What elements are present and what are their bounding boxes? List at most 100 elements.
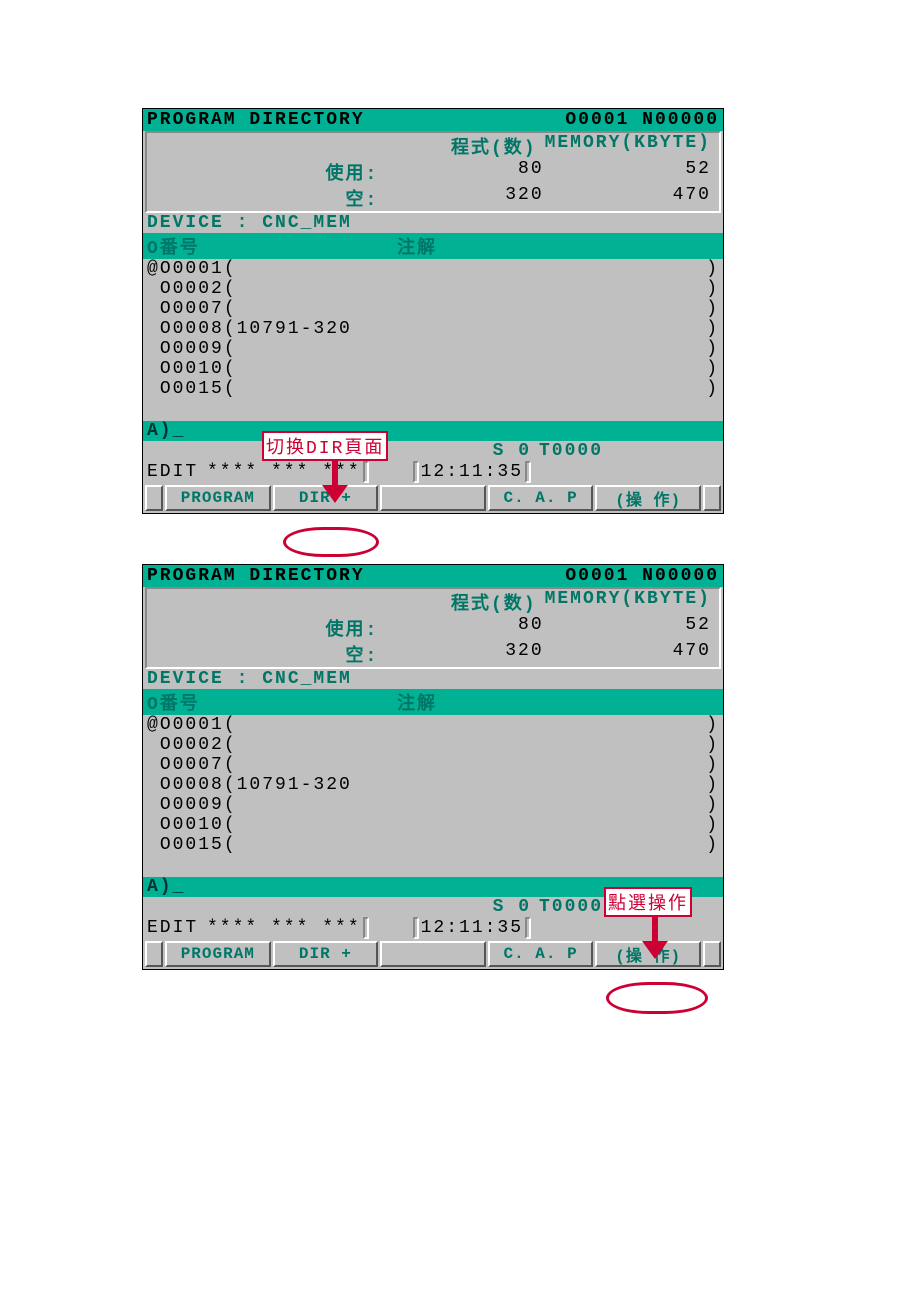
program-row[interactable]: O0010() <box>143 815 723 835</box>
program-number: O0002( <box>160 735 237 755</box>
sk-left-arrow[interactable] <box>145 941 163 967</box>
program-comment <box>237 755 707 775</box>
sk-dir[interactable]: DIR + <box>273 941 379 967</box>
s-value: S 0 <box>399 441 539 461</box>
program-number: O0008( <box>160 775 237 795</box>
free-prog: 320 <box>384 641 551 667</box>
used-mem: 52 <box>552 615 719 641</box>
program-row[interactable]: O0009() <box>143 795 723 815</box>
program-close-paren: ) <box>706 319 719 339</box>
program-comment: 10791-320 <box>237 319 707 339</box>
col-mem: MEMORY(KBYTE) <box>545 133 719 159</box>
clock: 12:11:35 <box>421 918 523 938</box>
program-comment <box>237 339 707 359</box>
device-line: DEVICE : CNC_MEM <box>143 213 723 233</box>
title-text: PROGRAM DIRECTORY <box>147 110 365 130</box>
program-comment <box>237 815 707 835</box>
program-number: O0002( <box>160 279 237 299</box>
sk-left-arrow[interactable] <box>145 485 163 511</box>
program-number: O0001( <box>160 715 237 735</box>
list-h2: 注解 <box>397 689 719 715</box>
device-line: DEVICE : CNC_MEM <box>143 669 723 689</box>
title-bar: PROGRAM DIRECTORY O0001 N00000 <box>143 109 723 131</box>
title-text: PROGRAM DIRECTORY <box>147 566 365 586</box>
program-mark <box>147 755 160 775</box>
program-close-paren: ) <box>706 379 719 399</box>
arrow-down-icon <box>320 455 350 505</box>
program-row[interactable]: O0002() <box>143 735 723 755</box>
program-mark: @ <box>147 715 160 735</box>
program-close-paren: ) <box>706 279 719 299</box>
program-row[interactable]: O0015() <box>143 379 723 399</box>
col-prog: 程式(数) <box>381 133 545 159</box>
program-close-paren: ) <box>706 755 719 775</box>
list-h1: O番号 <box>147 689 397 715</box>
program-number: O0007( <box>160 299 237 319</box>
sk-right-arrow[interactable] <box>703 485 721 511</box>
program-mark <box>147 279 160 299</box>
list-header: O番号 注解 <box>143 689 723 715</box>
sk-blank-1[interactable] <box>380 941 486 967</box>
mode-row: EDIT **** *** *** 12:11:35 <box>143 917 723 939</box>
program-mark: @ <box>147 259 160 279</box>
program-comment <box>237 835 707 855</box>
stats-box: 程式(数) MEMORY(KBYTE) 使用: 80 52 空: 320 470 <box>145 131 721 213</box>
sk-cap[interactable]: C. A. P <box>488 941 594 967</box>
label-used: 使用: <box>217 615 384 641</box>
sk-right-arrow[interactable] <box>703 941 721 967</box>
mode-label: EDIT <box>147 918 207 938</box>
program-close-paren: ) <box>706 795 719 815</box>
program-list: @O0001() O0002() O0007() O0008(10791-320… <box>143 715 723 855</box>
softkey-row: PROGRAM DIR + C. A. P (操 作) <box>143 939 723 969</box>
program-number: O0009( <box>160 339 237 359</box>
program-number: O0010( <box>160 359 237 379</box>
program-mark <box>147 319 160 339</box>
input-bar[interactable]: A)_ <box>143 421 723 441</box>
program-mark <box>147 795 160 815</box>
label-free: 空: <box>217 641 384 667</box>
free-mem: 470 <box>552 185 719 211</box>
used-prog: 80 <box>384 615 551 641</box>
program-comment <box>237 735 707 755</box>
program-row[interactable]: O0015() <box>143 835 723 855</box>
program-mark <box>147 775 160 795</box>
program-number: O0009( <box>160 795 237 815</box>
program-mark <box>147 815 160 835</box>
program-row[interactable]: O0010() <box>143 359 723 379</box>
program-mark <box>147 359 160 379</box>
list-header: O番号 注解 <box>143 233 723 259</box>
program-comment: 10791-320 <box>237 775 707 795</box>
sk-oper[interactable]: (操 作) <box>595 485 701 511</box>
used-prog: 80 <box>384 159 551 185</box>
program-comment <box>237 259 707 279</box>
arrow-down-icon <box>640 911 670 961</box>
program-row[interactable]: @O0001() <box>143 259 723 279</box>
program-row[interactable]: O0008(10791-320) <box>143 319 723 339</box>
program-comment <box>237 359 707 379</box>
program-comment <box>237 299 707 319</box>
program-number: O0007( <box>160 755 237 775</box>
t-value: T0000 <box>539 441 679 461</box>
program-row[interactable]: O0007() <box>143 755 723 775</box>
used-mem: 52 <box>552 159 719 185</box>
program-row[interactable]: @O0001() <box>143 715 723 735</box>
program-row[interactable]: O0008(10791-320) <box>143 775 723 795</box>
col-mem: MEMORY(KBYTE) <box>545 589 719 615</box>
program-row[interactable]: O0007() <box>143 299 723 319</box>
softkey-row: PROGRAM DIR + C. A. P (操 作) <box>143 483 723 513</box>
program-close-paren: ) <box>706 775 719 795</box>
program-close-paren: ) <box>706 259 719 279</box>
program-close-paren: ) <box>706 339 719 359</box>
s-value: S 0 <box>399 897 539 917</box>
free-prog: 320 <box>384 185 551 211</box>
program-comment <box>237 279 707 299</box>
program-comment <box>237 379 707 399</box>
program-row[interactable]: O0002() <box>143 279 723 299</box>
program-close-paren: ) <box>706 359 719 379</box>
sk-program[interactable]: PROGRAM <box>165 485 271 511</box>
sk-blank-1[interactable] <box>380 485 486 511</box>
mode-label: EDIT <box>147 462 207 482</box>
sk-cap[interactable]: C. A. P <box>488 485 594 511</box>
program-row[interactable]: O0009() <box>143 339 723 359</box>
sk-program[interactable]: PROGRAM <box>165 941 271 967</box>
